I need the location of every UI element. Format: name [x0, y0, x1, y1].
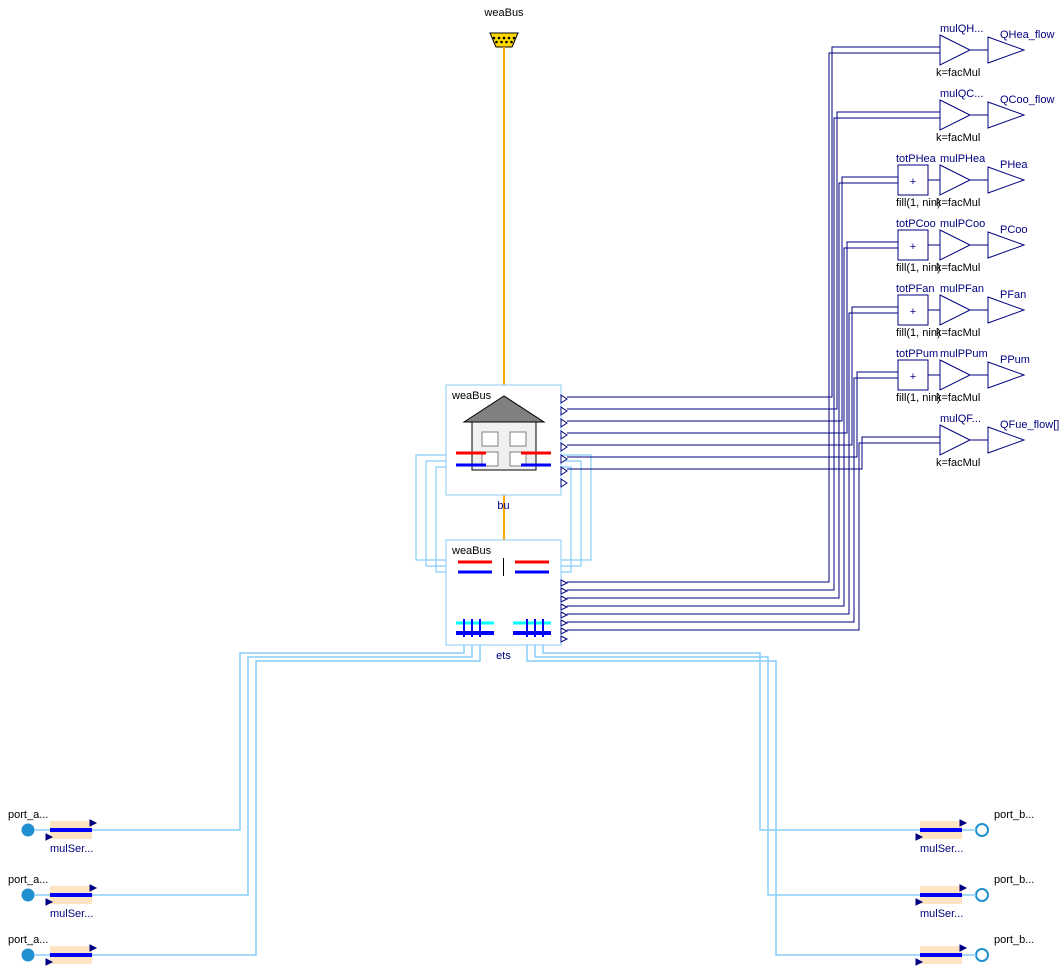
- port-right: port_b... mulSer...: [916, 874, 1034, 920]
- signal-from-bui: [567, 372, 898, 457]
- signal-from-ets: [567, 443, 940, 630]
- port-left: port_a... mulSer...: [8, 809, 96, 855]
- ets-weabus-label: weaBus: [451, 545, 492, 557]
- port-label: port_b...: [994, 934, 1034, 946]
- gain-label: mulPCoo: [940, 218, 985, 230]
- building-label: bu: [497, 500, 509, 512]
- signal-from-ets: [567, 53, 940, 582]
- pipe-layer: [92, 645, 920, 955]
- gain-label: mulQH...: [940, 23, 983, 35]
- port-right: port_b... mulSer...: [916, 809, 1034, 855]
- pipe-right: [535, 645, 920, 895]
- port-label: port_b...: [994, 874, 1034, 886]
- signal-from-bui: [567, 437, 940, 469]
- output-QFue_flow[]: mulQF... k=facMul QFue_flow[]: [936, 413, 1059, 469]
- signal-layer: [567, 47, 940, 630]
- signal-from-ets: [567, 378, 898, 622]
- output-PPum: + totPPum fill(1, nin) mulPPum k=facMul PPum: [896, 348, 1030, 404]
- gain-bottom-label: k=facMul: [936, 67, 980, 79]
- gain-label: mulQC...: [940, 88, 983, 100]
- gain-bottom-label: k=facMul: [936, 392, 980, 404]
- signal-from-bui: [567, 307, 898, 445]
- signal-from-ets: [567, 313, 898, 614]
- output-QHea_flow: mulQH... k=facMul QHea_flow: [936, 23, 1054, 79]
- output-name: PPum: [1000, 354, 1030, 366]
- gain-label: mulPHea: [940, 153, 986, 165]
- output-name: PFan: [1000, 289, 1026, 301]
- gain-label: mulPFan: [940, 283, 984, 295]
- gain-bottom-label: k=facMul: [936, 262, 980, 274]
- output-PFan: + totPFan fill(1, nin) mulPFan k=facMul PFan: [896, 283, 1026, 339]
- mulser-label: mulSer...: [920, 908, 963, 920]
- port-label: port_a...: [8, 809, 48, 821]
- gain-label: mulQF...: [940, 413, 981, 425]
- pipe-right: [527, 645, 920, 955]
- svg-text:+: +: [910, 176, 916, 188]
- svg-text:+: +: [910, 371, 916, 383]
- ets-label: ets: [496, 650, 511, 662]
- port-label: port_b...: [994, 809, 1034, 821]
- gain-bottom-label: k=facMul: [936, 132, 980, 144]
- gain-bottom-label: k=facMul: [936, 457, 980, 469]
- component-layer: weaBus weaBus bu weaBus ets port_a... mulSer..…: [8, 7, 1059, 966]
- port-right: port_b...mulSer...: [916, 934, 1034, 966]
- signal-from-bui: [567, 242, 898, 433]
- port-left: port_a...mulSer...: [8, 934, 96, 966]
- port-label: port_a...: [8, 934, 48, 946]
- output-name: QHea_flow: [1000, 29, 1054, 41]
- signal-from-bui: [567, 177, 898, 421]
- output-name: QFue_flow[]: [1000, 419, 1059, 431]
- weabus-connector: [490, 33, 518, 47]
- output-name: QCoo_flow: [1000, 94, 1054, 106]
- svg-text:+: +: [910, 241, 916, 253]
- gain-bottom-label: k=facMul: [936, 197, 980, 209]
- mulser-label: mulSer...: [50, 843, 93, 855]
- sum-label: totPFan: [896, 283, 935, 295]
- pipe-left: [92, 645, 480, 955]
- sum-bottom-label: fill(1, nin): [896, 392, 941, 404]
- gain-bottom-label: k=facMul: [936, 327, 980, 339]
- signal-from-ets: [567, 118, 940, 590]
- port-label: port_a...: [8, 874, 48, 886]
- sum-label: totPCoo: [896, 218, 936, 230]
- output-QCoo_flow: mulQC... k=facMul QCoo_flow: [936, 88, 1054, 144]
- mulser-label: mulSer...: [920, 843, 963, 855]
- output-name: PCoo: [1000, 224, 1028, 236]
- output-name: PHea: [1000, 159, 1028, 171]
- output-PHea: + totPHea fill(1, nin) mulPHea k=facMul PHea: [896, 153, 1028, 209]
- gain-label: mulPPum: [940, 348, 988, 360]
- output-PCoo: + totPCoo fill(1, nin) mulPCoo k=facMul PCoo: [896, 218, 1028, 274]
- port-left: port_a... mulSer...: [8, 874, 96, 920]
- sum-bottom-label: fill(1, nin): [896, 197, 941, 209]
- sum-bottom-label: fill(1, nin): [896, 327, 941, 339]
- sum-label: totPPum: [896, 348, 938, 360]
- sum-label: totPHea: [896, 153, 937, 165]
- signal-from-ets: [567, 183, 898, 598]
- mulser-label: mulSer...: [50, 908, 93, 920]
- pipe-right: [543, 645, 920, 830]
- pipe-left: [92, 645, 464, 830]
- svg-text:+: +: [910, 306, 916, 318]
- signal-from-ets: [567, 248, 898, 606]
- sum-bottom-label: fill(1, nin): [896, 262, 941, 274]
- signal-from-bui: [567, 47, 940, 397]
- pipe-left: [92, 645, 472, 895]
- building-weabus-label: weaBus: [451, 390, 492, 402]
- weabus-label: weaBus: [483, 7, 524, 19]
- signal-from-bui: [567, 112, 940, 409]
